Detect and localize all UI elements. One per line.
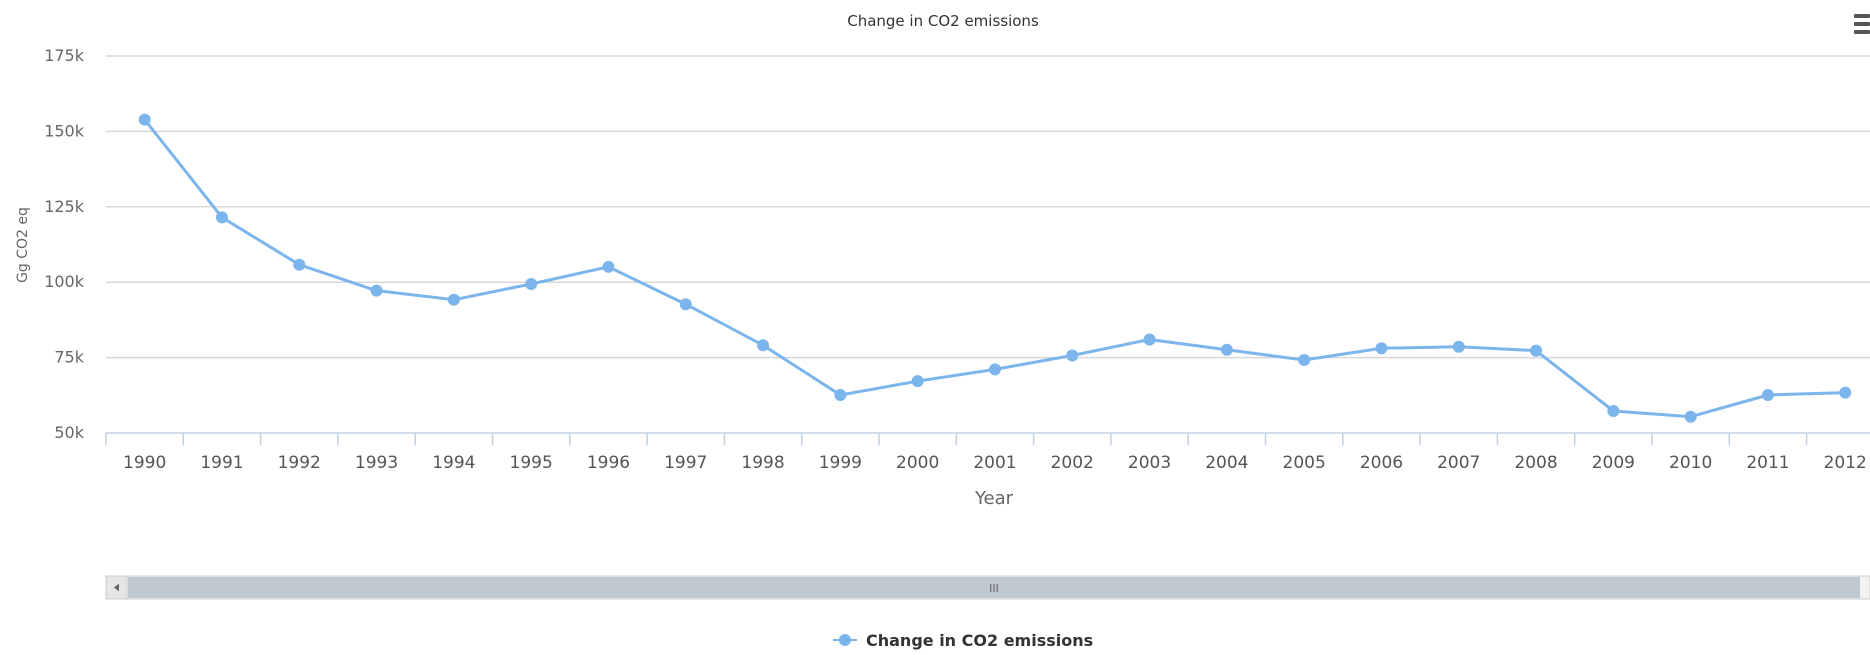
data-point[interactable] <box>1452 340 1465 353</box>
data-point[interactable] <box>1607 404 1620 417</box>
x-tick-label: 1998 <box>741 453 784 473</box>
data-point[interactable] <box>447 293 460 306</box>
circle-marker-icon <box>839 634 851 646</box>
x-tick-label: 1991 <box>200 453 243 473</box>
data-point[interactable] <box>1684 410 1697 423</box>
x-tick-label: 2000 <box>896 453 939 473</box>
x-tick-label: 2007 <box>1437 453 1480 473</box>
data-point[interactable] <box>988 363 1001 376</box>
x-tick-label: 2003 <box>1128 453 1171 473</box>
y-tick-label: 100k <box>44 272 85 291</box>
x-tick-label: 1990 <box>123 453 166 473</box>
x-tick-label: 1993 <box>355 453 398 473</box>
data-point[interactable] <box>370 284 383 297</box>
data-point[interactable] <box>1375 342 1388 355</box>
chevron-left-icon <box>114 583 119 592</box>
y-axis-title: Gg CO2 eq <box>15 207 31 283</box>
x-tick-label: 2010 <box>1669 453 1712 473</box>
x-tick-label: 2008 <box>1514 453 1557 473</box>
x-tick-label: 2002 <box>1051 453 1094 473</box>
data-point[interactable] <box>525 278 538 291</box>
hamburger-menu-icon[interactable] <box>1844 10 1870 44</box>
series-group <box>138 113 1852 423</box>
data-point[interactable] <box>1839 386 1852 399</box>
data-point[interactable] <box>1530 344 1543 357</box>
data-point[interactable] <box>757 339 770 352</box>
legend-item-label[interactable]: Change in CO2 emissions <box>866 631 1093 650</box>
data-point[interactable] <box>1298 354 1311 367</box>
x-axis <box>105 432 1870 445</box>
x-tick-label: 2004 <box>1205 453 1248 473</box>
x-tick-label: 2009 <box>1592 453 1635 473</box>
y-tick-label: 75k <box>54 348 84 367</box>
scrollbar-grip[interactable]: III <box>989 582 999 595</box>
data-point[interactable] <box>215 211 228 224</box>
y-tick-label: 175k <box>44 46 85 65</box>
legend[interactable]: Change in CO2 emissions <box>833 631 1093 650</box>
data-point[interactable] <box>834 388 847 401</box>
y-tick-label: 125k <box>44 197 85 216</box>
chart-title: Change in CO2 emissions <box>847 12 1039 30</box>
x-axis-tick-labels: 1990 1991 1992 1993 1994 1995 1996 1997 1998 1999… <box>123 453 1867 473</box>
x-tick-label: 1996 <box>587 453 630 473</box>
data-point[interactable] <box>138 113 151 126</box>
data-point[interactable] <box>1761 388 1774 401</box>
x-tick-label: 2012 <box>1824 453 1867 473</box>
x-tick-label: 2001 <box>973 453 1016 473</box>
scrollbar-thumb[interactable] <box>128 577 1860 598</box>
data-point[interactable] <box>679 298 692 311</box>
grid-lines <box>106 55 1870 359</box>
data-point[interactable] <box>293 258 306 271</box>
x-tick-label: 1994 <box>432 453 475 473</box>
x-tick-label: 2011 <box>1746 453 1789 473</box>
data-point[interactable] <box>1220 343 1233 356</box>
x-tick-label: 2006 <box>1360 453 1403 473</box>
x-tick-label: 1999 <box>819 453 862 473</box>
x-axis-title: Year <box>974 488 1014 509</box>
data-point[interactable] <box>602 260 615 273</box>
data-point[interactable] <box>1143 333 1156 346</box>
y-tick-label: 50k <box>54 423 84 442</box>
y-tick-label: 150k <box>44 121 85 140</box>
x-tick-label: 1992 <box>278 453 321 473</box>
x-tick-label: 1997 <box>664 453 707 473</box>
x-tick-label: 1995 <box>510 453 553 473</box>
data-point[interactable] <box>1066 349 1079 362</box>
data-point[interactable] <box>911 375 924 388</box>
navigator-scrollbar[interactable]: III <box>105 575 1870 600</box>
y-axis-tick-labels: 50k 75k 100k 125k 150k 175k <box>44 46 85 442</box>
x-tick-label: 2005 <box>1283 453 1326 473</box>
